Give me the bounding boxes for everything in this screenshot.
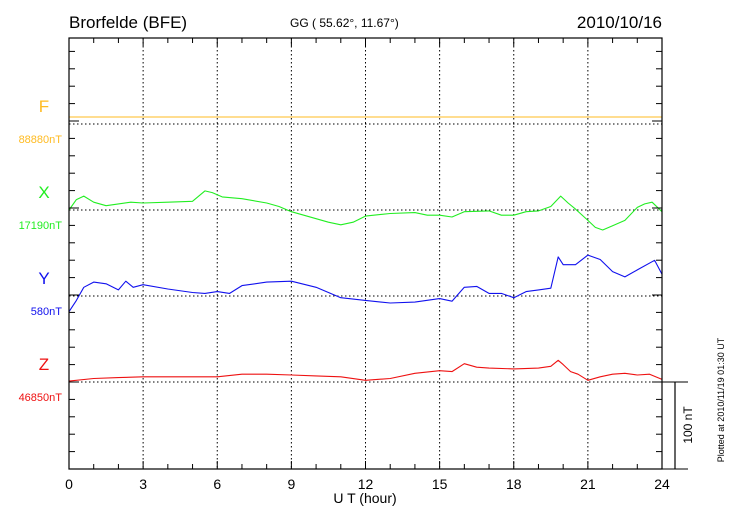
series-name-z: Z	[39, 355, 49, 374]
series-baseline-x: 17190nT	[19, 220, 63, 232]
x-tick-label: 6	[213, 476, 221, 492]
series-baseline-y: 580nT	[31, 306, 62, 318]
x-tick-label: 3	[139, 476, 147, 492]
series-name-x: X	[38, 183, 49, 202]
chart-date: 2010/10/16	[577, 13, 662, 32]
x-tick-label: 24	[654, 476, 670, 492]
chart-title: Brorfelde (BFE)	[69, 13, 187, 32]
x-tick-label: 0	[65, 476, 73, 492]
x-tick-label: 12	[358, 476, 374, 492]
x-tick-label: 21	[580, 476, 596, 492]
series-baseline-f: 88880nT	[19, 134, 63, 146]
chart-subtitle: GG ( 55.62°, 11.67°)	[290, 16, 399, 30]
series-baseline-z: 46850nT	[19, 392, 63, 404]
x-tick-label: 15	[432, 476, 448, 492]
x-tick-label: 9	[287, 476, 295, 492]
series-name-f: F	[39, 97, 49, 116]
scale-bar-label: 100 nT	[681, 406, 695, 444]
x-axis-label: U T (hour)	[333, 490, 396, 506]
x-tick-label: 18	[506, 476, 522, 492]
series-line-z	[68, 359, 663, 382]
series-line-y	[68, 254, 663, 313]
series-name-y: Y	[38, 269, 49, 288]
plotted-footer: Plotted at 2010/11/19 01:30 UT	[716, 337, 726, 462]
series-line-x	[68, 190, 663, 231]
